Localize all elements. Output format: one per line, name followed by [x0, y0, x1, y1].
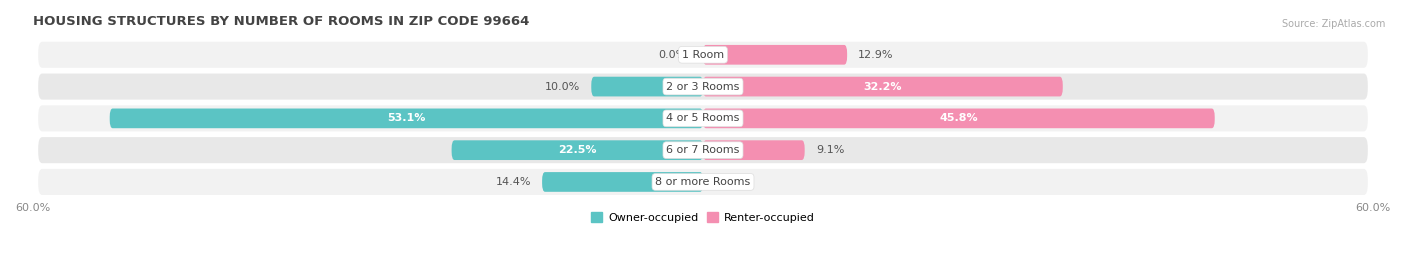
FancyBboxPatch shape — [38, 105, 1368, 131]
Text: 10.0%: 10.0% — [546, 82, 581, 91]
Text: HOUSING STRUCTURES BY NUMBER OF ROOMS IN ZIP CODE 99664: HOUSING STRUCTURES BY NUMBER OF ROOMS IN… — [32, 15, 529, 28]
Text: 2 or 3 Rooms: 2 or 3 Rooms — [666, 82, 740, 91]
FancyBboxPatch shape — [703, 45, 848, 65]
Text: 8 or more Rooms: 8 or more Rooms — [655, 177, 751, 187]
FancyBboxPatch shape — [38, 42, 1368, 68]
Text: 12.9%: 12.9% — [858, 50, 894, 60]
Text: 9.1%: 9.1% — [815, 145, 844, 155]
Text: 53.1%: 53.1% — [387, 113, 426, 123]
FancyBboxPatch shape — [110, 108, 703, 128]
FancyBboxPatch shape — [543, 172, 703, 192]
FancyBboxPatch shape — [451, 140, 703, 160]
Text: 14.4%: 14.4% — [495, 177, 531, 187]
FancyBboxPatch shape — [38, 73, 1368, 100]
Legend: Owner-occupied, Renter-occupied: Owner-occupied, Renter-occupied — [586, 208, 820, 227]
FancyBboxPatch shape — [38, 137, 1368, 163]
Text: 1 Room: 1 Room — [682, 50, 724, 60]
FancyBboxPatch shape — [703, 77, 1063, 96]
Text: 0.0%: 0.0% — [720, 177, 748, 187]
Text: 4 or 5 Rooms: 4 or 5 Rooms — [666, 113, 740, 123]
Text: 0.0%: 0.0% — [658, 50, 686, 60]
Text: Source: ZipAtlas.com: Source: ZipAtlas.com — [1281, 19, 1385, 29]
FancyBboxPatch shape — [703, 140, 804, 160]
FancyBboxPatch shape — [703, 108, 1215, 128]
Text: 45.8%: 45.8% — [939, 113, 979, 123]
Text: 22.5%: 22.5% — [558, 145, 596, 155]
Text: 32.2%: 32.2% — [863, 82, 903, 91]
Text: 6 or 7 Rooms: 6 or 7 Rooms — [666, 145, 740, 155]
FancyBboxPatch shape — [592, 77, 703, 96]
FancyBboxPatch shape — [38, 169, 1368, 195]
